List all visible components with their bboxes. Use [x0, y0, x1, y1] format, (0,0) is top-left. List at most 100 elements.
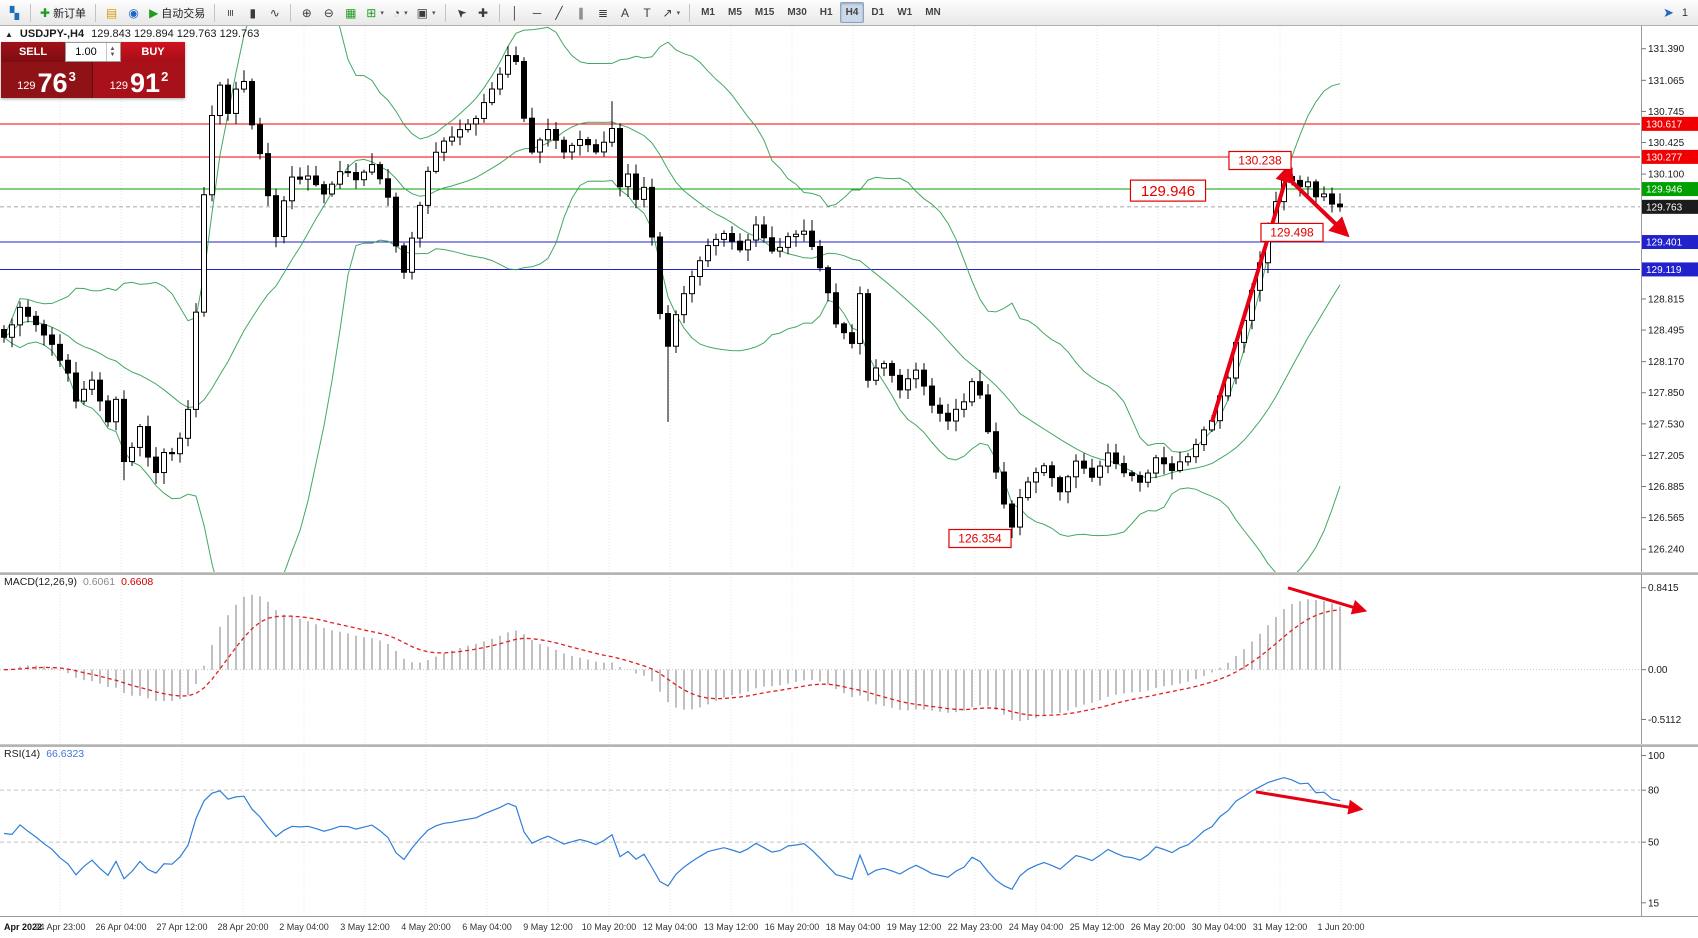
svg-text:131.065: 131.065: [1648, 76, 1685, 87]
timeframe-m1-button[interactable]: M1: [695, 2, 721, 23]
toolbar-button-strip: ▚ ✚ 新订单 ▤ ◉ ▶ 自动交易 ≡ ▮ ∿ ⊕ ⊖ ▦ ⊞ ▾ ◔ ▾ ▣ ▾ ➤ ✚ │ ─ ╱ ∥ ≣ A T ↗ ▾ M1 M5 M…: [4, 2, 1663, 23]
text-icon: A: [620, 5, 629, 20]
timeframe-m30-button[interactable]: M30: [781, 2, 812, 23]
time-label: 4 May 20:00: [401, 922, 451, 932]
fibo-icon: ≣: [597, 5, 609, 20]
timeframe-d1-button[interactable]: D1: [865, 2, 890, 23]
svg-text:-0.5112: -0.5112: [1648, 715, 1682, 726]
autotrade-icon: ▶: [149, 5, 159, 20]
svg-text:130.425: 130.425: [1648, 138, 1685, 149]
timeframe-m15-button[interactable]: M15: [749, 2, 780, 23]
sell-price[interactable]: 129 76 3: [1, 62, 93, 98]
panel-separator[interactable]: [0, 744, 1698, 746]
macd-panel-canvas[interactable]: 0.8415 0.00 -0.5112: [0, 574, 1698, 744]
panel-separator[interactable]: [0, 572, 1698, 574]
app-menu-button[interactable]: ▚: [4, 2, 25, 23]
vertical-line-button[interactable]: │: [505, 2, 526, 23]
community-icon[interactable]: ➤: [1662, 5, 1674, 20]
periods-icon: ◔: [392, 5, 401, 20]
timeframe-h1-button[interactable]: H1: [814, 2, 839, 23]
new-order-button[interactable]: ✚ 新订单: [36, 2, 90, 23]
svg-text:126.565: 126.565: [1648, 513, 1685, 524]
bar-chart-button[interactable]: ≡: [220, 2, 241, 23]
one-click-collapse-icon[interactable]: ▲: [5, 29, 13, 39]
volume-input[interactable]: [66, 43, 106, 61]
time-label: 1 Jun 20:00: [1317, 922, 1365, 932]
svg-text:129.119: 129.119: [1646, 265, 1682, 276]
macd-value: 0.6061: [82, 576, 116, 588]
rsi-value: 66.6323: [46, 748, 85, 760]
channel-icon: ∥: [578, 5, 584, 20]
svg-text:130.617: 130.617: [1646, 119, 1683, 130]
macd-signal-value: 0.6608: [121, 576, 154, 588]
svg-text:126.240: 126.240: [1648, 545, 1685, 556]
svg-text:128.815: 128.815: [1648, 294, 1685, 305]
trendline-button[interactable]: ╱: [549, 2, 570, 23]
macd-name: MACD(12,26,9): [4, 576, 77, 588]
time-label: 24 Apr 23:00: [34, 922, 86, 932]
new-chart-button[interactable]: ⊞ ▾: [362, 2, 388, 23]
timeframe-w1-button[interactable]: W1: [891, 2, 918, 23]
new-order-icon: ✚: [40, 5, 51, 20]
time-axis[interactable]: Apr 2022 24 Apr 23:00 26 Apr 04:00 27 Apr …: [0, 916, 1698, 938]
zoom-in-button[interactable]: ⊕: [296, 2, 317, 23]
time-label: 28 Apr 20:00: [217, 922, 269, 932]
svg-text:130.100: 130.100: [1648, 170, 1685, 181]
sell-price-prefix: 129: [17, 80, 36, 92]
toolbar-separator: [498, 3, 500, 22]
price-axis[interactable]: [1642, 26, 1698, 572]
volume-up-icon[interactable]: ▲: [109, 46, 116, 52]
rsi-panel-canvas[interactable]: 100 80 50 15: [0, 746, 1698, 916]
auto-trading-button[interactable]: ▶ 自动交易: [145, 2, 209, 23]
volume-down-icon[interactable]: ▼: [109, 52, 116, 58]
toolbar-separator: [30, 3, 31, 22]
zoom-out-button[interactable]: ⊖: [318, 2, 339, 23]
hline-icon: ─: [532, 5, 542, 20]
horizontal-line-button[interactable]: ─: [527, 2, 548, 23]
time-label: 30 May 04:00: [1191, 922, 1247, 932]
cursor-button[interactable]: ➤: [451, 2, 472, 23]
svg-text:130.238: 130.238: [1238, 154, 1282, 168]
chart-window: 131.390 131.065 130.745 130.425 130.100 128.8…: [0, 26, 1698, 938]
svg-text:129.498: 129.498: [1270, 226, 1314, 240]
svg-text:100: 100: [1648, 751, 1665, 762]
label-button[interactable]: T: [637, 2, 658, 23]
time-label: 10 May 20:00: [581, 922, 637, 932]
navigator-button[interactable]: ◉: [123, 2, 144, 23]
buy-price[interactable]: 129 91 2: [93, 62, 185, 98]
tile-windows-button[interactable]: ▦: [340, 2, 361, 23]
zoom-in-icon: ⊕: [301, 5, 312, 20]
label-icon: T: [643, 5, 651, 20]
new-order-button-label: 新订单: [53, 7, 87, 20]
fibonacci-button[interactable]: ≣: [593, 2, 614, 23]
timeframe-m5-button[interactable]: M5: [722, 2, 748, 23]
sell-button[interactable]: SELL: [1, 42, 65, 62]
channel-button[interactable]: ∥: [571, 2, 592, 23]
time-label: 26 Apr 04:00: [95, 922, 147, 932]
periods-button[interactable]: ◔ ▾: [389, 2, 412, 23]
buy-button[interactable]: BUY: [121, 42, 185, 62]
app-icon: ▚: [9, 5, 20, 20]
templates-button[interactable]: ▣ ▾: [413, 2, 440, 23]
linechart-icon: ∿: [269, 5, 280, 20]
line-chart-button[interactable]: ∿: [264, 2, 285, 23]
candle-chart-button[interactable]: ▮: [242, 2, 263, 23]
rsi-indicator-label: RSI(14) 66.6323: [4, 748, 84, 760]
text-button[interactable]: A: [615, 2, 636, 23]
svg-text:15: 15: [1648, 898, 1660, 909]
svg-text:0.00: 0.00: [1648, 665, 1668, 676]
crosshair-button[interactable]: ✚: [473, 2, 494, 23]
svg-text:128.170: 128.170: [1648, 357, 1685, 368]
new-chart-icon: ⊞: [366, 5, 377, 20]
price-chart-canvas[interactable]: 131.390 131.065 130.745 130.425 130.100 128.8…: [0, 26, 1698, 572]
timeframe-mn-button[interactable]: MN: [919, 2, 947, 23]
time-label: 31 May 12:00: [1252, 922, 1308, 932]
chart-symbol-title: USDJPY-,H4: [19, 28, 85, 40]
dropdown-arrow-icon: ▾: [404, 9, 408, 17]
market-watch-button[interactable]: ▤: [101, 2, 122, 23]
chart-title-row: ▲ USDJPY-,H4 129.843 129.894 129.763 129…: [5, 28, 259, 40]
toolbar-separator: [214, 3, 216, 22]
sell-price-pip: 3: [68, 69, 76, 84]
arrows-button[interactable]: ↗ ▾: [659, 2, 685, 23]
timeframe-h4-button[interactable]: H4: [839, 2, 865, 23]
